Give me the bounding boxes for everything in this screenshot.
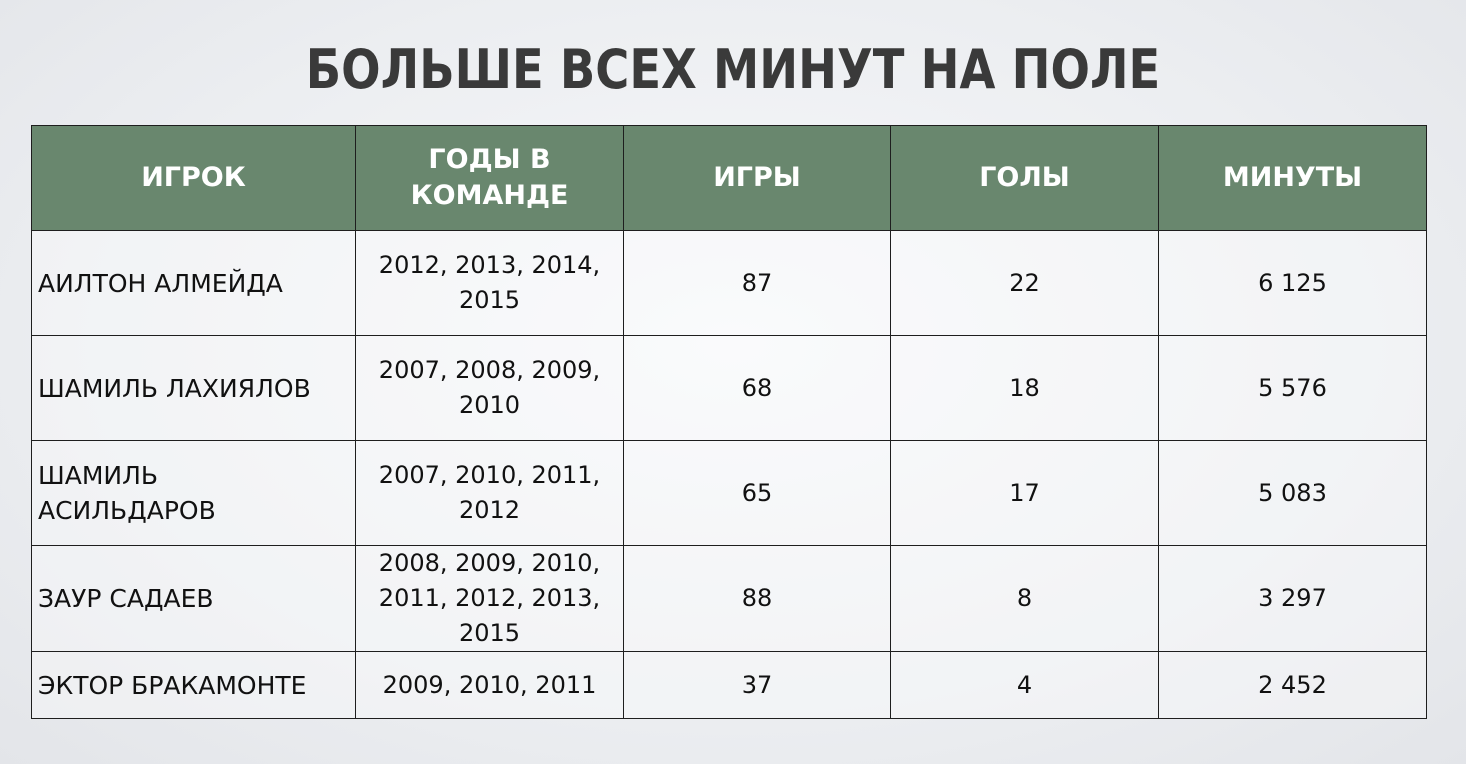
column-header-label: МИНУТЫ: [1222, 162, 1363, 193]
column-header-label: ГОЛЫ: [979, 162, 1070, 193]
games-cell: 87: [623, 230, 891, 336]
table-row: АИЛТОН АЛМЕЙДА 2012, 2013, 2014, 2015 87…: [31, 230, 1427, 336]
column-header-label: ИГРЫ: [713, 162, 801, 193]
games-cell: 37: [623, 651, 891, 719]
column-header-label: ИГРОК: [141, 162, 246, 193]
column-header-minutes: МИНУТЫ: [1158, 125, 1427, 231]
table-row: ШАМИЛЬ АСИЛЬДАРОВ 2007, 2010, 2011, 2012…: [31, 440, 1427, 546]
minutes-cell: 2 452: [1158, 651, 1427, 719]
games-cell: 68: [623, 335, 891, 441]
column-header-games: ИГРЫ: [623, 125, 891, 231]
years-cell: 2007, 2010, 2011, 2012: [355, 440, 624, 546]
years-cell: 2009, 2010, 2011: [355, 651, 624, 719]
goals-cell: 8: [890, 545, 1159, 652]
goals-cell: 17: [890, 440, 1159, 546]
page-title: БОЛЬШЕ ВСЕХ МИНУТ НА ПОЛЕ: [305, 38, 1161, 101]
table-header-row: ИГРОК ГОДЫ В КОМАНДЕ ИГРЫ ГОЛЫ МИНУТЫ: [31, 125, 1427, 231]
table-row: ШАМИЛЬ ЛАХИЯЛОВ 2007, 2008, 2009, 2010 6…: [31, 335, 1427, 441]
column-header-player: ИГРОК: [31, 125, 356, 231]
minutes-cell: 5 576: [1158, 335, 1427, 441]
table-row: ЭКТОР БРАКАМОНТЕ 2009, 2010, 2011 37 4 2…: [31, 651, 1427, 719]
column-header-years: ГОДЫ В КОМАНДЕ: [355, 125, 624, 231]
goals-cell: 4: [890, 651, 1159, 719]
goals-cell: 22: [890, 230, 1159, 336]
goals-cell: 18: [890, 335, 1159, 441]
player-cell: ЭКТОР БРАКАМОНТЕ: [31, 651, 356, 719]
column-header-label: ГОДЫ В КОМАНДЕ: [410, 144, 569, 211]
years-cell: 2008, 2009, 2010, 2011, 2012, 2013, 2015: [355, 545, 624, 652]
minutes-cell: 5 083: [1158, 440, 1427, 546]
players-table: ИГРОК ГОДЫ В КОМАНДЕ ИГРЫ ГОЛЫ МИНУТЫ АИ…: [31, 125, 1427, 719]
years-cell: 2012, 2013, 2014, 2015: [355, 230, 624, 336]
minutes-cell: 3 297: [1158, 545, 1427, 652]
minutes-cell: 6 125: [1158, 230, 1427, 336]
player-cell: ШАМИЛЬ АСИЛЬДАРОВ: [31, 440, 356, 546]
player-name: ШАМИЛЬ АСИЛЬДАРОВ: [38, 461, 216, 525]
table-row: ЗАУР САДАЕВ 2008, 2009, 2010, 2011, 2012…: [31, 545, 1427, 652]
games-cell: 88: [623, 545, 891, 652]
player-cell: ШАМИЛЬ ЛАХИЯЛОВ: [31, 335, 356, 441]
player-cell: ЗАУР САДАЕВ: [31, 545, 356, 652]
column-header-goals: ГОЛЫ: [890, 125, 1159, 231]
games-cell: 65: [623, 440, 891, 546]
years-cell: 2007, 2008, 2009, 2010: [355, 335, 624, 441]
player-cell: АИЛТОН АЛМЕЙДА: [31, 230, 356, 336]
